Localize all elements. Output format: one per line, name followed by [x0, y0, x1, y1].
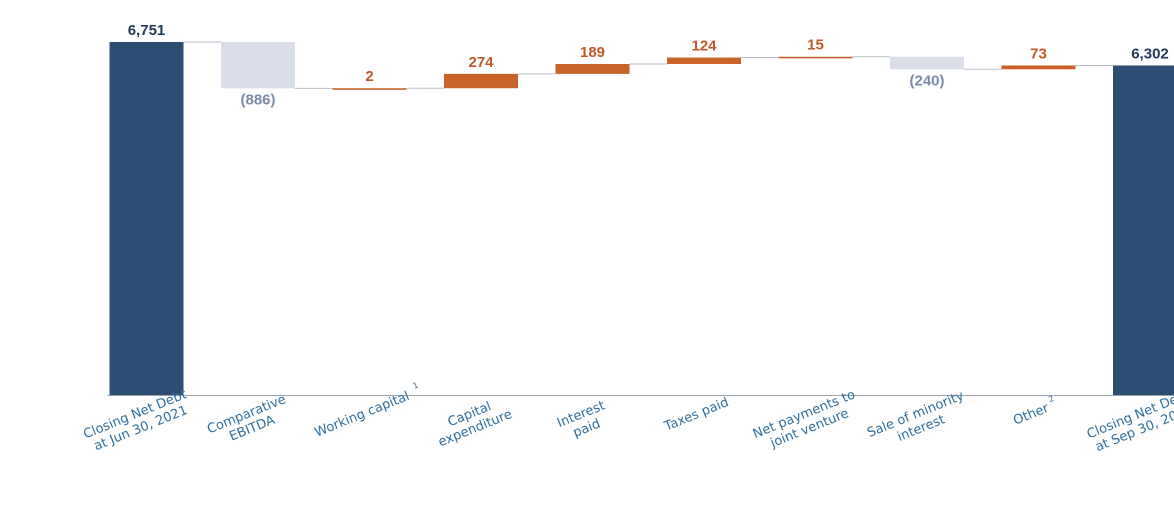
connector-lines: [183, 41, 1113, 89]
svg-text:Working capital: Working capital: [313, 389, 412, 441]
category-label-5: Interestpaid: [555, 398, 613, 445]
bar-8: [890, 56, 964, 70]
category-label-1: Closing Net Debtat Jun 30, 2021: [81, 387, 194, 456]
svg-text:Sale of minorityinterest: Sale of minorityinterest: [865, 388, 972, 454]
bar-7: [778, 56, 853, 59]
category-label-4: Capitalexpenditure: [431, 393, 515, 450]
category-labels: Closing Net Debtat Jun 30, 2021 Comparati…: [81, 380, 1174, 456]
bar-4: [444, 73, 518, 89]
value-label-2: (886): [240, 91, 275, 108]
value-label-5: 189: [580, 44, 605, 61]
value-label-10: 6,302: [1131, 45, 1169, 62]
bar-9: [1001, 65, 1076, 70]
value-label-9: 73: [1030, 45, 1047, 62]
value-label-3: 2: [365, 68, 373, 85]
svg-text:ComparativeEBITDA: ComparativeEBITDA: [205, 392, 294, 451]
value-label-6: 124: [691, 38, 717, 55]
bar-5: [555, 64, 630, 74]
footnote-marker-2: 2: [1047, 394, 1055, 404]
category-label-10: Closing Net Debtat Sep 30, 2021: [1085, 387, 1174, 456]
category-label-6: Taxes paid: [661, 395, 731, 435]
svg-text:Net payments tojoint venture: Net payments tojoint venture: [751, 387, 863, 456]
svg-text:Taxes paid: Taxes paid: [661, 395, 731, 435]
svg-text:Capitalexpenditure: Capitalexpenditure: [431, 393, 515, 450]
bar-2: [221, 42, 295, 89]
value-labels: 6,751 (886) 2 274 189 124 15 (240) 73 6,302: [128, 22, 1169, 108]
footnote-marker-1: 1: [412, 380, 420, 390]
value-label-8: (240): [909, 72, 944, 89]
bar-3: [332, 88, 407, 90]
category-label-2: ComparativeEBITDA: [205, 392, 294, 451]
bar-10: [1113, 65, 1174, 395]
value-label-1: 6,751: [128, 22, 166, 39]
category-label-8: Sale of minorityinterest: [865, 388, 972, 454]
category-label-7: Net payments tojoint venture: [751, 387, 863, 456]
svg-text:Other: Other: [1011, 401, 1051, 429]
bar-1: [109, 42, 184, 395]
svg-text:Closing Net Debtat Jun 30, 202: Closing Net Debtat Jun 30, 2021: [81, 387, 194, 456]
bars: [109, 42, 1174, 395]
value-label-7: 15: [807, 37, 824, 54]
value-label-4: 274: [468, 54, 494, 71]
bar-6: [667, 57, 741, 65]
svg-text:Closing Net Debtat Sep 30, 202: Closing Net Debtat Sep 30, 2021: [1085, 387, 1174, 456]
svg-text:Interestpaid: Interestpaid: [555, 398, 613, 445]
